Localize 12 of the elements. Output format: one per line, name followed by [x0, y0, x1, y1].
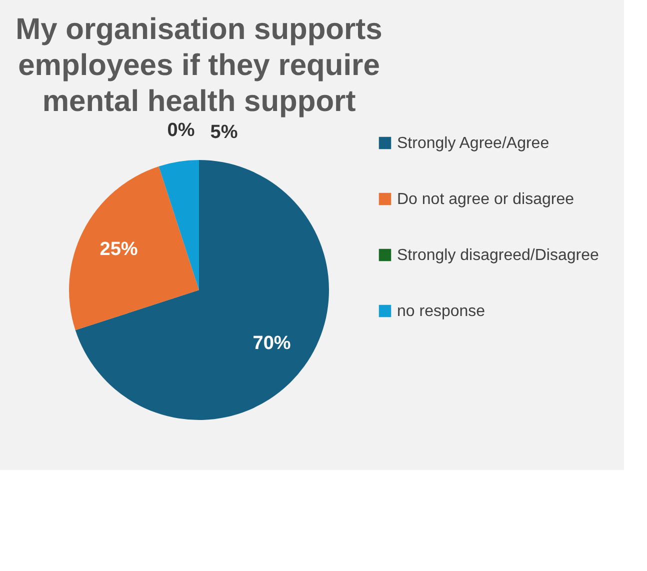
data-label: 70%	[252, 332, 291, 354]
pie-slice	[158, 160, 199, 290]
legend-label: Strongly disagreed/Disagree	[397, 247, 599, 264]
text: 0%	[167, 120, 195, 141]
chart-title: My organisation supports employees if they require mental health support	[16, 13, 382, 118]
pie-slice	[69, 166, 199, 330]
data-label: 25%	[100, 239, 138, 260]
legend-label: Strongly Agree/Agree	[397, 135, 550, 152]
legend-label: no response	[397, 303, 486, 320]
pie-slice	[75, 160, 329, 420]
data-label: 5%	[210, 122, 238, 143]
legend-label: Do not agree or disagree	[397, 191, 574, 208]
